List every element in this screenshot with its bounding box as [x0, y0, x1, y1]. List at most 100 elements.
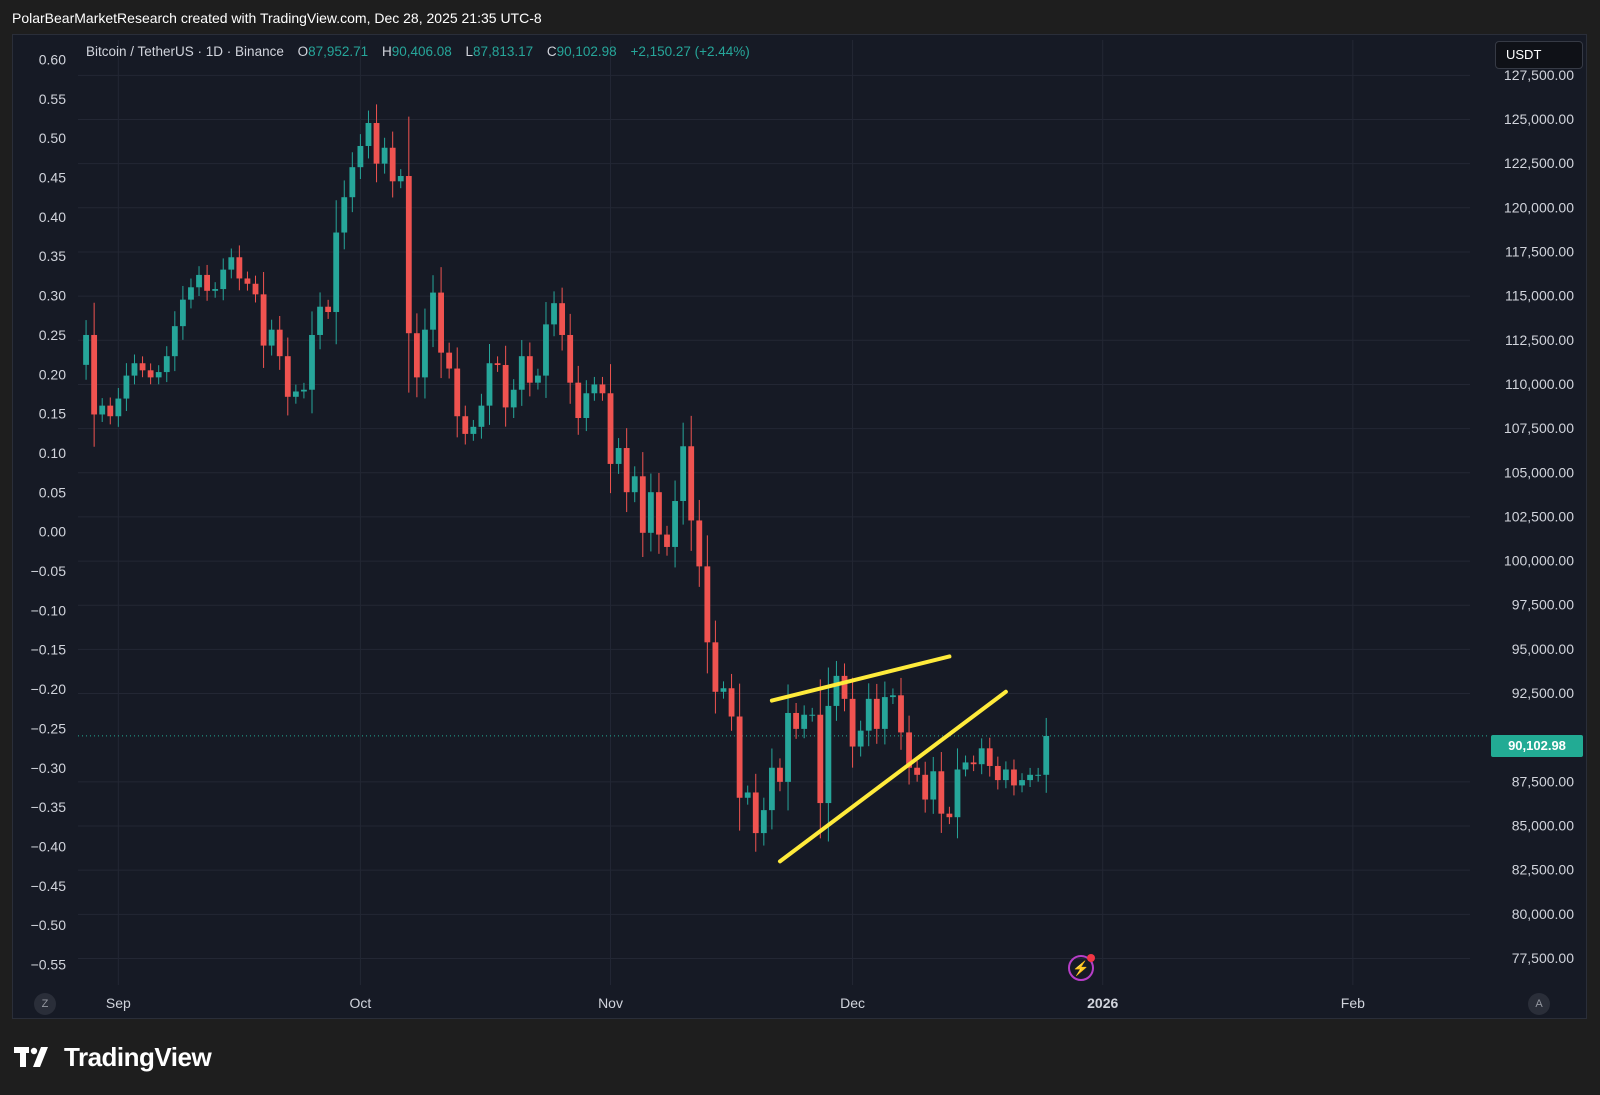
candle-body: [155, 372, 162, 378]
candle-body: [518, 356, 525, 390]
candle-body: [857, 730, 864, 747]
right-tick-label: 82,500.00: [1512, 862, 1574, 878]
left-tick-label: −0.10: [31, 602, 67, 618]
candle-body: [567, 334, 574, 383]
candle-body: [526, 356, 533, 383]
candle-body: [954, 769, 961, 818]
candle-body: [793, 712, 800, 729]
left-tick-label: 0.55: [39, 91, 66, 107]
left-tick-label: 0.25: [39, 327, 66, 343]
left-tick-label: 0.35: [39, 248, 66, 264]
left-tick-label: −0.05: [31, 563, 67, 579]
candle-body: [535, 375, 541, 383]
time-axis-labels: Sep Oct Nov Dec 2026 Feb: [106, 995, 1365, 1011]
candle-body: [986, 748, 993, 766]
right-tick-label: 110,000.00: [1505, 376, 1574, 392]
tradingview-brand: TradingView: [14, 1040, 212, 1074]
candle-body: [494, 363, 501, 366]
candle-body: [768, 767, 775, 811]
candle-body: [1027, 774, 1033, 781]
candle-body: [212, 289, 219, 291]
close-value: 90,102.98: [556, 44, 617, 59]
candle-body: [123, 375, 130, 399]
candle-body: [131, 363, 138, 376]
candle-body: [704, 566, 711, 643]
candle-body: [292, 391, 299, 397]
candle-body: [615, 448, 622, 464]
candle-body: [365, 123, 372, 146]
left-tick-label: −0.35: [31, 799, 67, 815]
candle-body: [470, 426, 477, 434]
right-tick-label: 120,000.00: [1504, 199, 1574, 215]
left-tick-label: 0.40: [39, 209, 66, 225]
trendline: [777, 689, 1008, 864]
candle-body: [849, 698, 856, 747]
right-tick-label: 115,000.00: [1505, 288, 1574, 304]
candle-body: [801, 714, 808, 729]
left-tick-label: −0.20: [31, 681, 67, 697]
candle-body: [260, 294, 267, 346]
grid-lines: [78, 40, 1470, 985]
candle-body: [760, 810, 767, 834]
right-tick-label: 102,500.00: [1504, 508, 1574, 524]
right-tick-label: 87,500.00: [1512, 773, 1574, 789]
candle-body: [276, 329, 283, 357]
candle-body: [728, 688, 735, 717]
candle-body: [777, 767, 783, 782]
candle-body: [115, 398, 122, 417]
notification-dot: [1087, 954, 1095, 962]
candle-body: [664, 534, 670, 547]
candle-body: [228, 257, 235, 270]
candle-body: [922, 774, 929, 800]
candle-body: [349, 167, 356, 198]
tradingview-logo-icon: [14, 1047, 48, 1067]
auto-scale-a-button[interactable]: A: [1528, 993, 1550, 1015]
candle-body: [817, 714, 824, 804]
candle-body: [91, 334, 98, 415]
lightning-icon[interactable]: ⚡: [1068, 954, 1095, 981]
candle-body: [422, 329, 428, 378]
candle-body: [825, 705, 832, 804]
candle-body: [373, 123, 380, 164]
right-axis-labels: 127,500.00 125,000.00 122,500.00 120,000.00…: [1504, 67, 1574, 966]
chart-frame[interactable]: [12, 34, 1587, 1019]
symbol-legend[interactable]: Bitcoin / TetherUS · 1D · Binance O87,95…: [86, 44, 750, 59]
candle-body: [462, 416, 469, 434]
candle-body: [672, 501, 678, 547]
candle-body: [696, 520, 703, 567]
time-tick-label: 2026: [1087, 995, 1118, 1011]
candle-body: [865, 698, 872, 731]
candle-body: [147, 370, 154, 378]
candle-body: [236, 257, 243, 279]
candle-body: [559, 303, 566, 335]
candle-body: [938, 771, 945, 814]
candle-body: [639, 476, 646, 533]
low-value: 87,813.17: [473, 44, 534, 59]
candle-body: [478, 405, 485, 427]
candle-body: [405, 176, 412, 334]
candle-body: [978, 748, 985, 765]
left-axis-labels: 0.60 0.55 0.50 0.45 0.40 0.35 0.30 0.25 0.20 0.15…: [31, 51, 67, 972]
symbol-title[interactable]: Bitcoin / TetherUS · 1D · Binance: [86, 44, 284, 59]
candle-body: [881, 697, 888, 729]
left-tick-label: −0.55: [31, 957, 67, 973]
candle-body: [163, 356, 170, 373]
auto-scale-z-button[interactable]: Z: [34, 993, 56, 1015]
candle-body: [551, 303, 557, 325]
left-tick-label: 0.20: [39, 366, 66, 382]
candle-body: [583, 393, 590, 418]
candle-body: [890, 695, 896, 698]
candle-body: [962, 762, 969, 770]
candle-body: [502, 365, 509, 408]
right-tick-label: 80,000.00: [1512, 906, 1574, 922]
right-tick-label: 100,000.00: [1504, 553, 1574, 569]
left-tick-label: 0.45: [39, 170, 66, 186]
right-tick-label: 122,500.00: [1504, 155, 1574, 171]
left-tick-label: 0.05: [39, 484, 66, 500]
trendlines: [769, 654, 1008, 864]
currency-button[interactable]: USDT: [1495, 41, 1583, 69]
candle-body: [188, 287, 194, 300]
time-tick-label: Feb: [1341, 995, 1365, 1011]
candles: [83, 104, 1050, 852]
